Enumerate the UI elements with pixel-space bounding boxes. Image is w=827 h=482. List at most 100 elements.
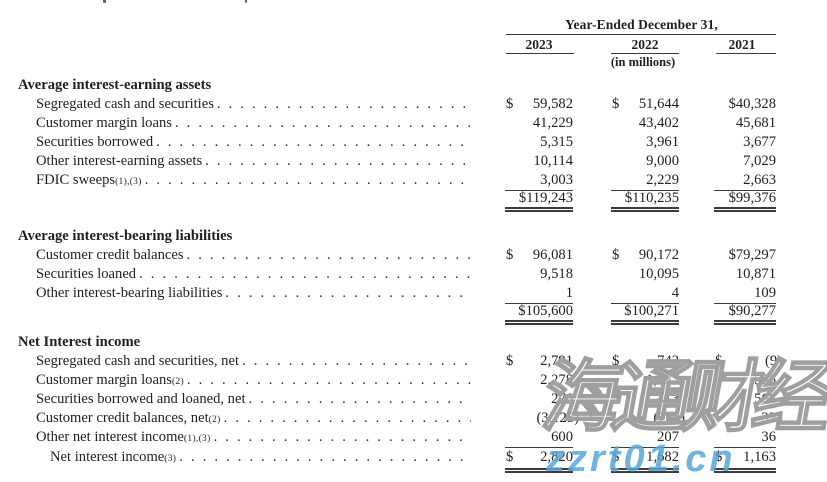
dot-leader	[187, 371, 471, 390]
row-label: Other net interest income	[36, 429, 184, 445]
row-label-cell: Segregated cash and securities, net	[18, 352, 473, 371]
dot-leader	[242, 352, 471, 371]
cell-value-2022: 742	[657, 353, 679, 369]
section-title: Net Interest income	[18, 334, 141, 350]
cell-value-2022: 1,682	[646, 449, 679, 465]
dollar-sign: $	[715, 449, 723, 465]
table-row: Segregated cash and securities $59,582 $…	[0, 95, 827, 114]
table-row: FDIC sweeps(1),(3) 3,003 2,229 2,663	[0, 171, 827, 191]
cell-value-2023: 59,582	[532, 96, 573, 112]
row-label-cell: Securities borrowed and loaned, net	[18, 390, 473, 409]
row-label: Customer margin loans	[36, 115, 172, 131]
watermark-chinese-text: 海通财经	[535, 352, 827, 442]
cell-value-2022: 413	[657, 391, 679, 407]
row-label: Customer credit balances, net	[36, 410, 209, 426]
clipped-text-fragment	[103, 0, 106, 3]
cell-2021: $40,328	[714, 95, 776, 114]
section-title: Average interest-earning assets	[18, 77, 212, 93]
cell-2023: 5,315	[505, 133, 573, 152]
units-label: (in millions)	[610, 55, 676, 69]
table-row: Customer margin loans(2) 2,278 1,083 535	[0, 371, 827, 390]
cell-2022: 9,000	[611, 152, 679, 171]
row-label: Segregated cash and securities	[36, 96, 214, 112]
cell-2022: 10,095	[611, 265, 679, 284]
cell-value-2022: 10,095	[638, 266, 679, 282]
cell-2023: 3,003	[505, 171, 573, 191]
dot-leader	[187, 246, 471, 265]
cell-value-2022: 90,172	[638, 247, 679, 263]
cell-value-2021: 1,163	[743, 449, 776, 465]
section-title: Average interest-bearing liabilities	[18, 228, 233, 244]
row-label: Customer credit balances	[36, 247, 184, 263]
cell-2021: 109	[714, 284, 776, 304]
cell-value-2023: (3,125)	[536, 410, 579, 426]
row-label-cell: Other interest-bearing liabilities	[18, 284, 473, 303]
row-label: Net interest income	[50, 449, 165, 465]
cell-value-2021: $40,328	[728, 96, 776, 112]
row-label-cell: FDIC sweeps (1),(3)	[18, 171, 473, 190]
cell-2021: 3,677	[714, 133, 776, 152]
cell-2021: 2,663	[714, 171, 776, 191]
cell-value-2021: 45,681	[735, 115, 776, 131]
cell-value-2021: 7,029	[743, 153, 776, 169]
cell-value-2023: 2,278	[540, 372, 573, 388]
section-rows: Customer credit balances $96,081 $90,172…	[0, 246, 827, 326]
cell-value-2021: $90,277	[728, 303, 776, 319]
dollar-sign: $	[612, 247, 620, 263]
row-label: Segregated cash and securities, net	[36, 353, 240, 369]
cell-2021: $99,376	[714, 190, 776, 212]
row-label: FDIC sweeps	[36, 172, 116, 188]
cell-value-2022: 3,961	[646, 134, 679, 150]
table-section: Average interest-bearing liabilities Cus…	[0, 227, 827, 326]
cell-2022: $51,644	[611, 95, 679, 114]
table-row: Other interest-earning assets 10,114 9,0…	[0, 152, 827, 171]
cell-value-2023: 3,003	[540, 172, 573, 188]
row-label-cell: Other net interest income (1),(3)	[18, 428, 473, 447]
cell-2023: (3,125)	[505, 409, 579, 428]
cell-value-2023: 600	[551, 429, 573, 445]
cell-value-2022: 51,644	[638, 96, 679, 112]
row-label-cell: Customer credit balances	[18, 246, 473, 265]
table-row: $105,600 $100,271 $90,277	[0, 303, 827, 326]
cell-value-2022: 4	[671, 285, 679, 301]
cell-value-2021: 2,663	[743, 172, 776, 188]
row-label-cell: Net interest income (3)	[18, 447, 473, 468]
cell-2022: (763)	[611, 409, 685, 428]
cell-value-2021: 3,677	[743, 134, 776, 150]
dollar-sign: $	[612, 96, 620, 112]
cell-2021: 535	[714, 371, 776, 390]
cell-value-2021: 36	[761, 429, 776, 445]
row-label: Other interest-earning assets	[36, 153, 203, 169]
cell-2023: 9,518	[505, 265, 573, 284]
row-label-cell: Securities borrowed	[18, 133, 473, 152]
table-row: Customer credit balances $96,081 $90,172…	[0, 246, 827, 265]
table-section: Average interest-earning assets Segregat…	[0, 76, 827, 213]
cell-2022: 3,961	[611, 133, 679, 152]
cell-2022: 1,083	[611, 371, 679, 390]
cell-2021: $79,297	[714, 246, 776, 265]
row-label-cell: Segregated cash and securities	[18, 95, 473, 114]
cell-2021: 568	[714, 390, 776, 409]
table-row: Securities loaned 9,518 10,095 10,871	[0, 265, 827, 284]
cell-2021: 7,029	[714, 152, 776, 171]
row-label: Securities loaned	[36, 266, 137, 282]
row-label-cell: Securities loaned	[18, 265, 473, 284]
cell-2023: $119,243	[505, 190, 573, 212]
cell-value-2023: 10,114	[533, 153, 573, 169]
cell-2023: 600	[505, 428, 573, 448]
cell-value-2023: $105,600	[518, 303, 573, 319]
cell-2023: 1	[505, 284, 573, 304]
cell-2023: 276	[505, 390, 573, 409]
row-label: Other interest-bearing liabilities	[36, 285, 223, 301]
clipped-text-fragment	[245, 0, 247, 3]
dollar-sign: $	[506, 353, 514, 369]
column-rule-2022	[611, 52, 679, 55]
table-row: Customer credit balances, net(2) (3,125)…	[0, 409, 827, 428]
cell-value-2021: 568	[754, 391, 776, 407]
cell-value-2023: $119,243	[518, 190, 573, 206]
dollar-sign: $	[506, 449, 514, 465]
dot-leader	[156, 133, 471, 152]
section-rows: Segregated cash and securities $59,582 $…	[0, 95, 827, 213]
cell-2022: $110,235	[611, 190, 679, 212]
